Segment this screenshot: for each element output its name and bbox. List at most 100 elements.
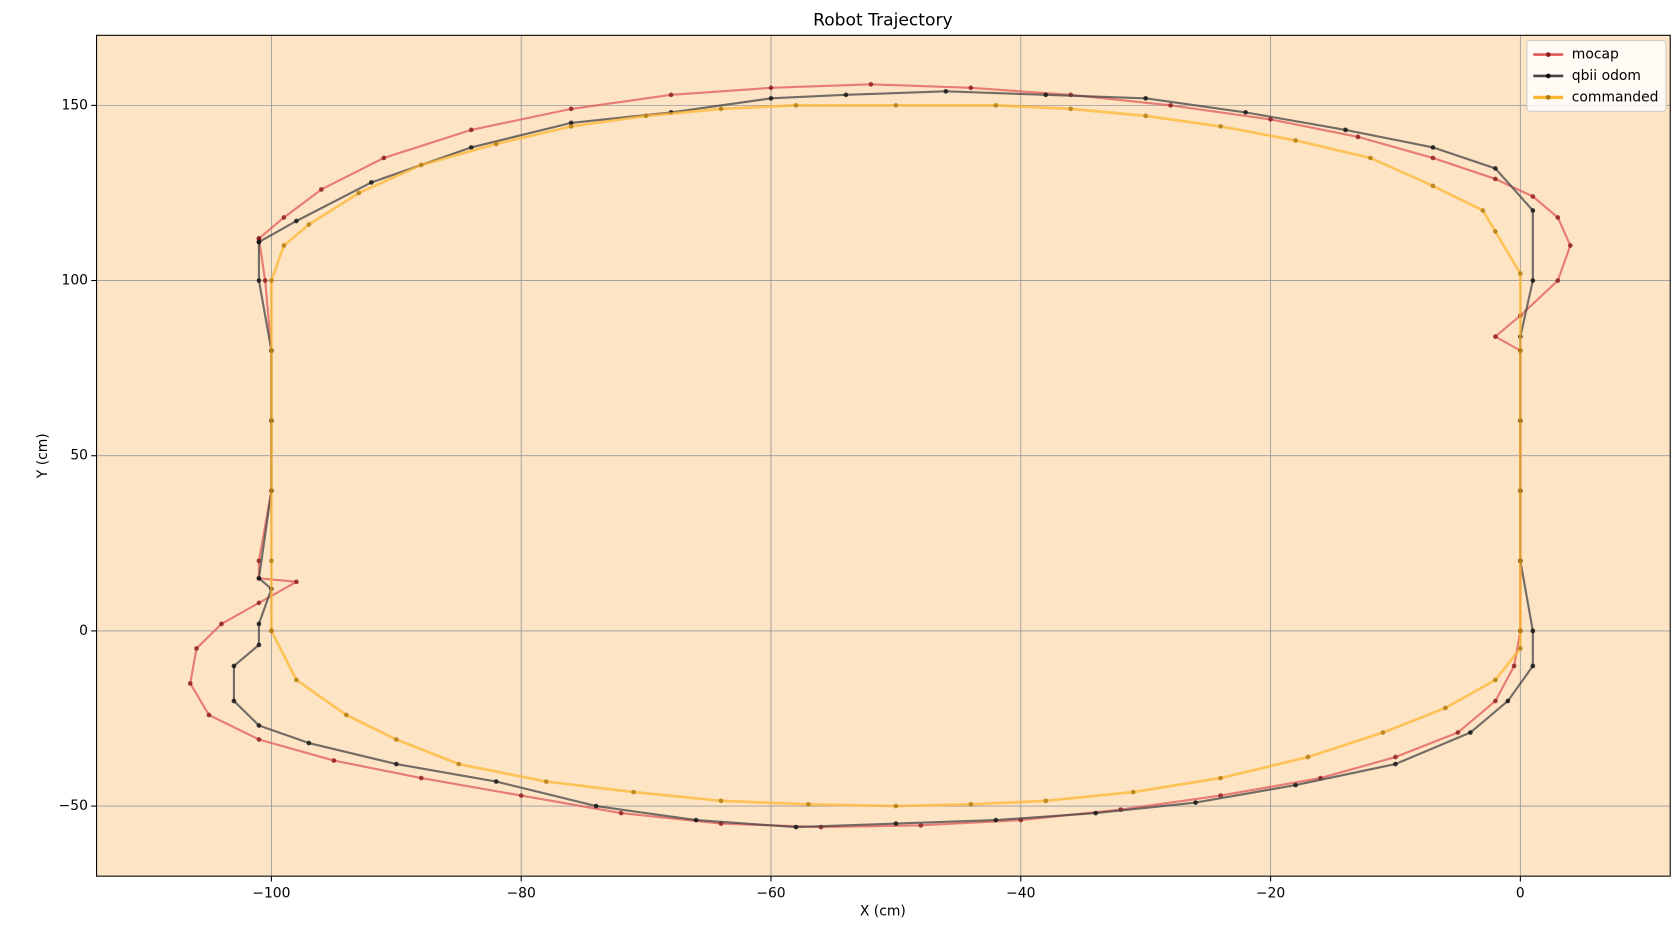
series-marker [269, 628, 274, 634]
series-marker [843, 92, 849, 98]
series-marker [1518, 488, 1523, 494]
series-marker [281, 215, 287, 220]
series-marker [668, 92, 674, 98]
y-tick-label: 150 [61, 97, 88, 113]
series-marker [1555, 215, 1561, 220]
series-marker [1443, 705, 1448, 711]
y-tick-label: −50 [59, 798, 88, 814]
series-marker [1393, 761, 1398, 767]
series-marker [1518, 271, 1523, 276]
series-marker [281, 243, 287, 248]
series-marker [256, 621, 262, 627]
series-marker [468, 145, 474, 150]
series-marker [1430, 183, 1436, 189]
legend-marker [1545, 52, 1551, 57]
series-marker [1343, 127, 1348, 133]
series-marker [993, 103, 999, 108]
series-marker [768, 96, 774, 101]
series-marker [1043, 92, 1049, 98]
series-marker [1293, 138, 1298, 143]
y-tick-label: 100 [61, 273, 88, 289]
series-marker [943, 89, 949, 94]
series-marker [1130, 789, 1136, 795]
chart-title: Robot Trajectory [813, 10, 953, 30]
y-tick-label: 0 [79, 623, 88, 639]
plot-lines [187, 81, 1573, 830]
series-marker [1493, 166, 1498, 171]
series-marker [1393, 754, 1398, 760]
series-marker [1480, 208, 1486, 213]
series-marker [269, 558, 274, 564]
series-marker [1143, 96, 1149, 101]
series-marker [468, 127, 474, 133]
series-marker [1293, 782, 1298, 788]
legend-marker [1545, 94, 1551, 100]
series-marker [518, 793, 524, 798]
series-marker [793, 824, 799, 830]
series-marker [269, 488, 274, 494]
series-marker [793, 103, 799, 108]
series-marker [1218, 793, 1223, 798]
series-marker [262, 278, 268, 283]
series-marker [256, 278, 262, 283]
series-marker [331, 758, 337, 763]
series-marker [231, 698, 237, 704]
series-marker [1430, 145, 1436, 150]
series-marker [918, 823, 924, 828]
series-marker [643, 113, 649, 119]
series-marker [1530, 208, 1536, 213]
series-marker [256, 236, 262, 241]
x-axis-label: X (cm) [860, 903, 906, 919]
series-marker [1555, 278, 1561, 283]
y-tick-label: 50 [70, 448, 88, 464]
series-marker [1518, 418, 1523, 424]
series-marker [393, 737, 399, 742]
series-marker [718, 798, 724, 804]
series-marker [568, 124, 574, 129]
series-marker [219, 621, 224, 627]
series-marker [1143, 113, 1149, 119]
series-marker [393, 761, 399, 767]
series-marker [256, 576, 262, 581]
series-marker [256, 239, 262, 245]
series-marker [256, 600, 262, 606]
series-marker [968, 801, 974, 807]
y-axis-label: Y (cm) [35, 433, 51, 479]
series-marker [1493, 176, 1498, 182]
series-marker [1518, 646, 1523, 651]
series-marker [1530, 194, 1536, 199]
series-marker [568, 120, 574, 126]
series-marker [893, 821, 899, 826]
series-marker [1493, 698, 1498, 704]
series-marker [256, 642, 262, 648]
series-marker [356, 190, 362, 196]
series-marker [768, 85, 774, 91]
series-marker [194, 646, 199, 651]
legend: mocap qbii odom commanded [1526, 40, 1667, 112]
series-marker [256, 723, 262, 728]
series-marker [418, 775, 424, 781]
series-marker [269, 418, 274, 424]
series-marker [1430, 155, 1436, 161]
series-marker [1218, 775, 1223, 781]
series-marker [1518, 628, 1523, 634]
series-marker [1218, 124, 1223, 129]
series-marker [1493, 229, 1498, 234]
series-marker [1368, 155, 1373, 161]
series-marker [1168, 103, 1174, 108]
x-tick-label: −60 [756, 885, 785, 901]
x-tick-label: −100 [252, 885, 290, 901]
series-marker [493, 779, 499, 784]
series-marker [493, 141, 499, 147]
x-tick-label: −80 [507, 885, 536, 901]
series-marker [693, 817, 699, 823]
series-marker [593, 803, 599, 809]
legend-label: commanded [1572, 89, 1659, 105]
x-tick-label: 0 [1516, 885, 1525, 901]
series-marker [631, 789, 636, 795]
series-marker [294, 579, 299, 585]
series-marker [1530, 628, 1536, 634]
series-marker [231, 663, 237, 669]
series-marker [893, 103, 899, 108]
